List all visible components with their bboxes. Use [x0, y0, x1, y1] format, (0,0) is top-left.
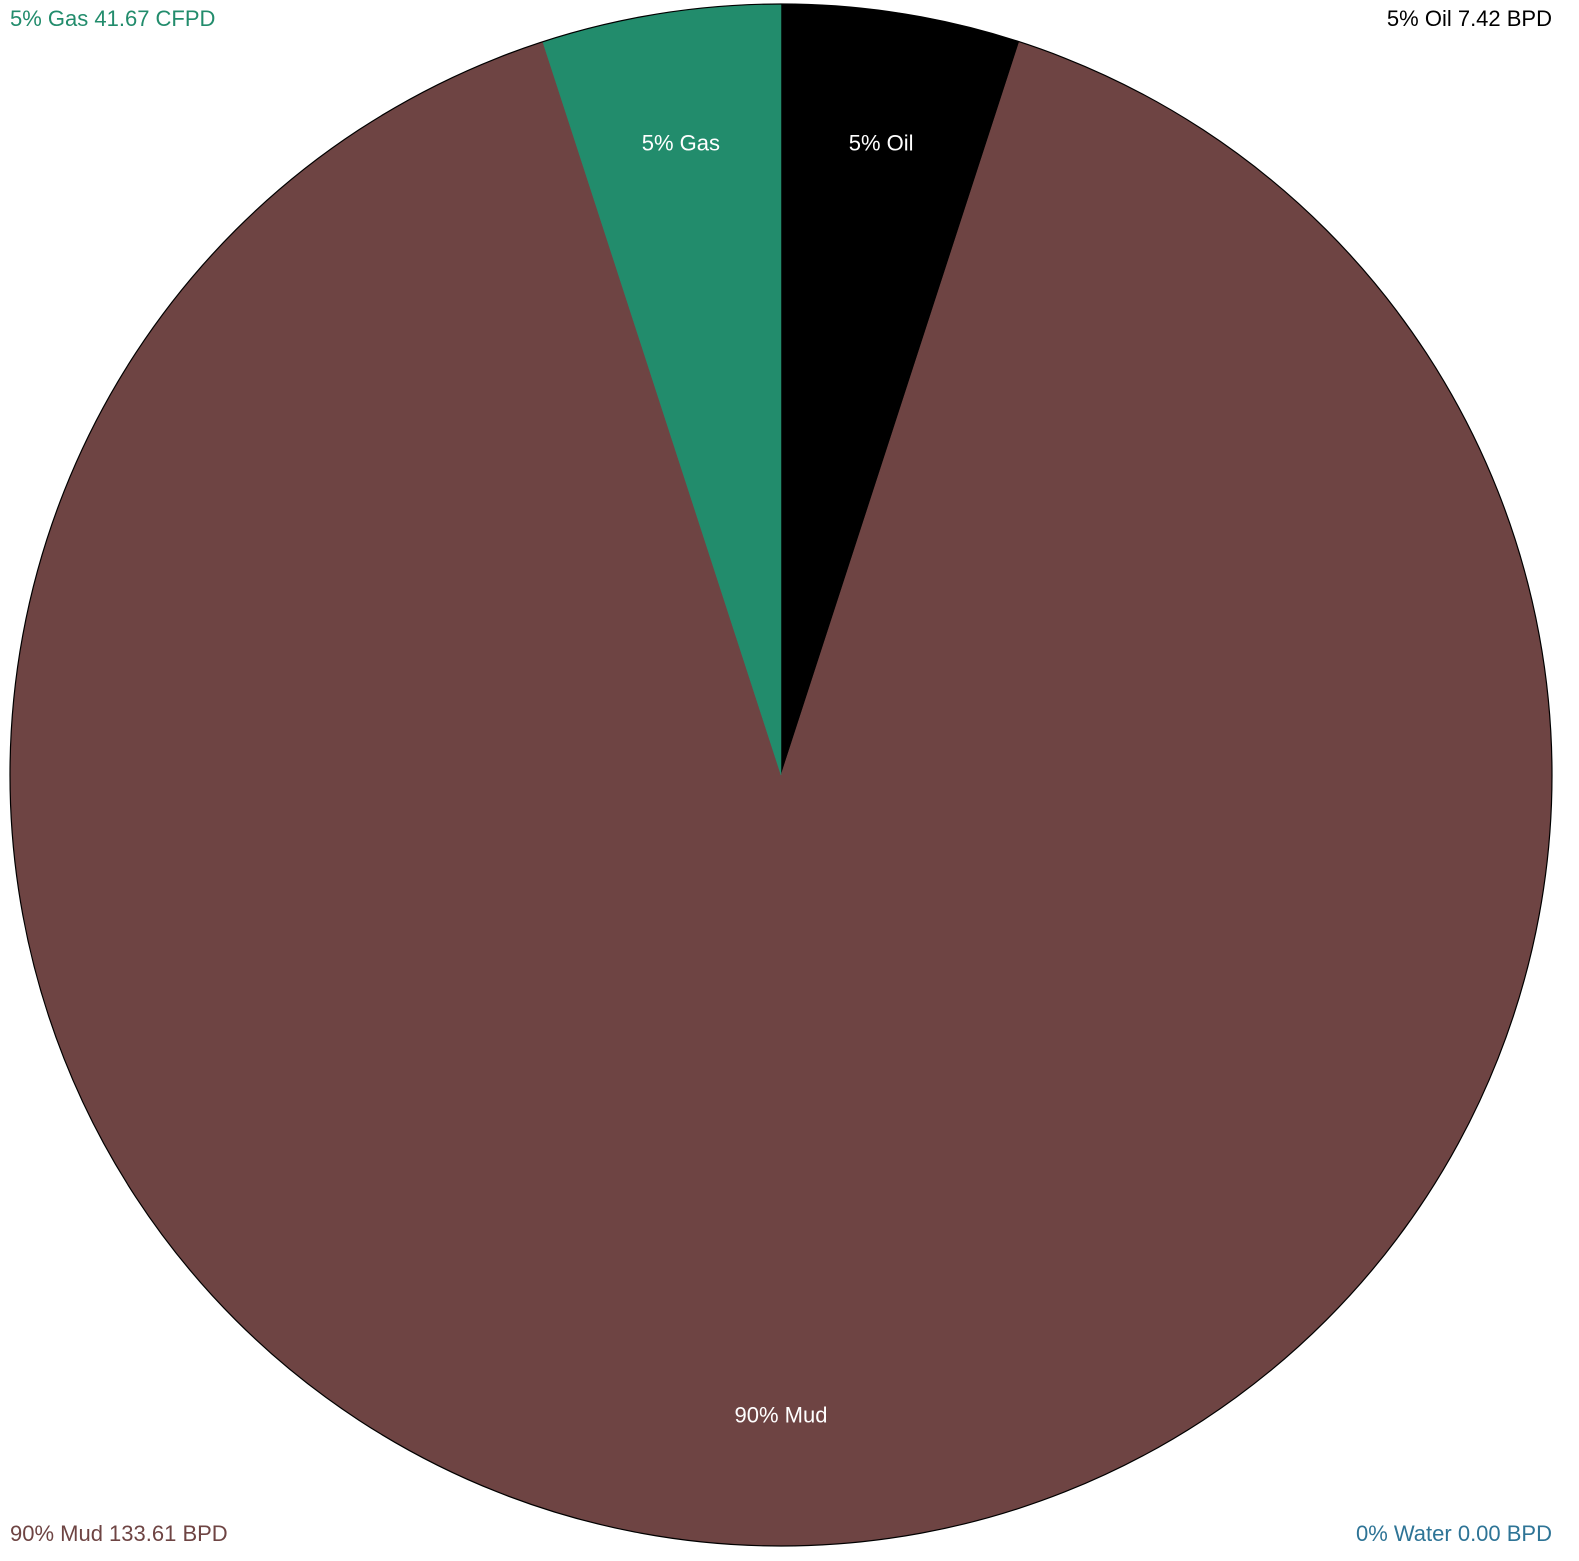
slice-label-mud: 90% Mud: [735, 1402, 828, 1427]
pie-slice-labels: 5% Oil 90% Mud 5% Gas: [642, 130, 914, 1427]
legend-water-label: 0% Water 0.00 BPD: [1355, 1521, 1552, 1546]
pie-outline: [9, 3, 1553, 1547]
legend-oil-label: 5% Oil 7.42 BPD: [1386, 6, 1552, 31]
slice-label-gas: 5% Gas: [642, 130, 720, 155]
legend-mud-label: 90% Mud 133.61 BPD: [10, 1521, 228, 1546]
pie-slices: [9, 3, 1553, 1547]
legend-gas-label: 5% Gas 41.67 CFPD: [10, 6, 216, 31]
slice-label-oil: 5% Oil: [849, 130, 914, 155]
